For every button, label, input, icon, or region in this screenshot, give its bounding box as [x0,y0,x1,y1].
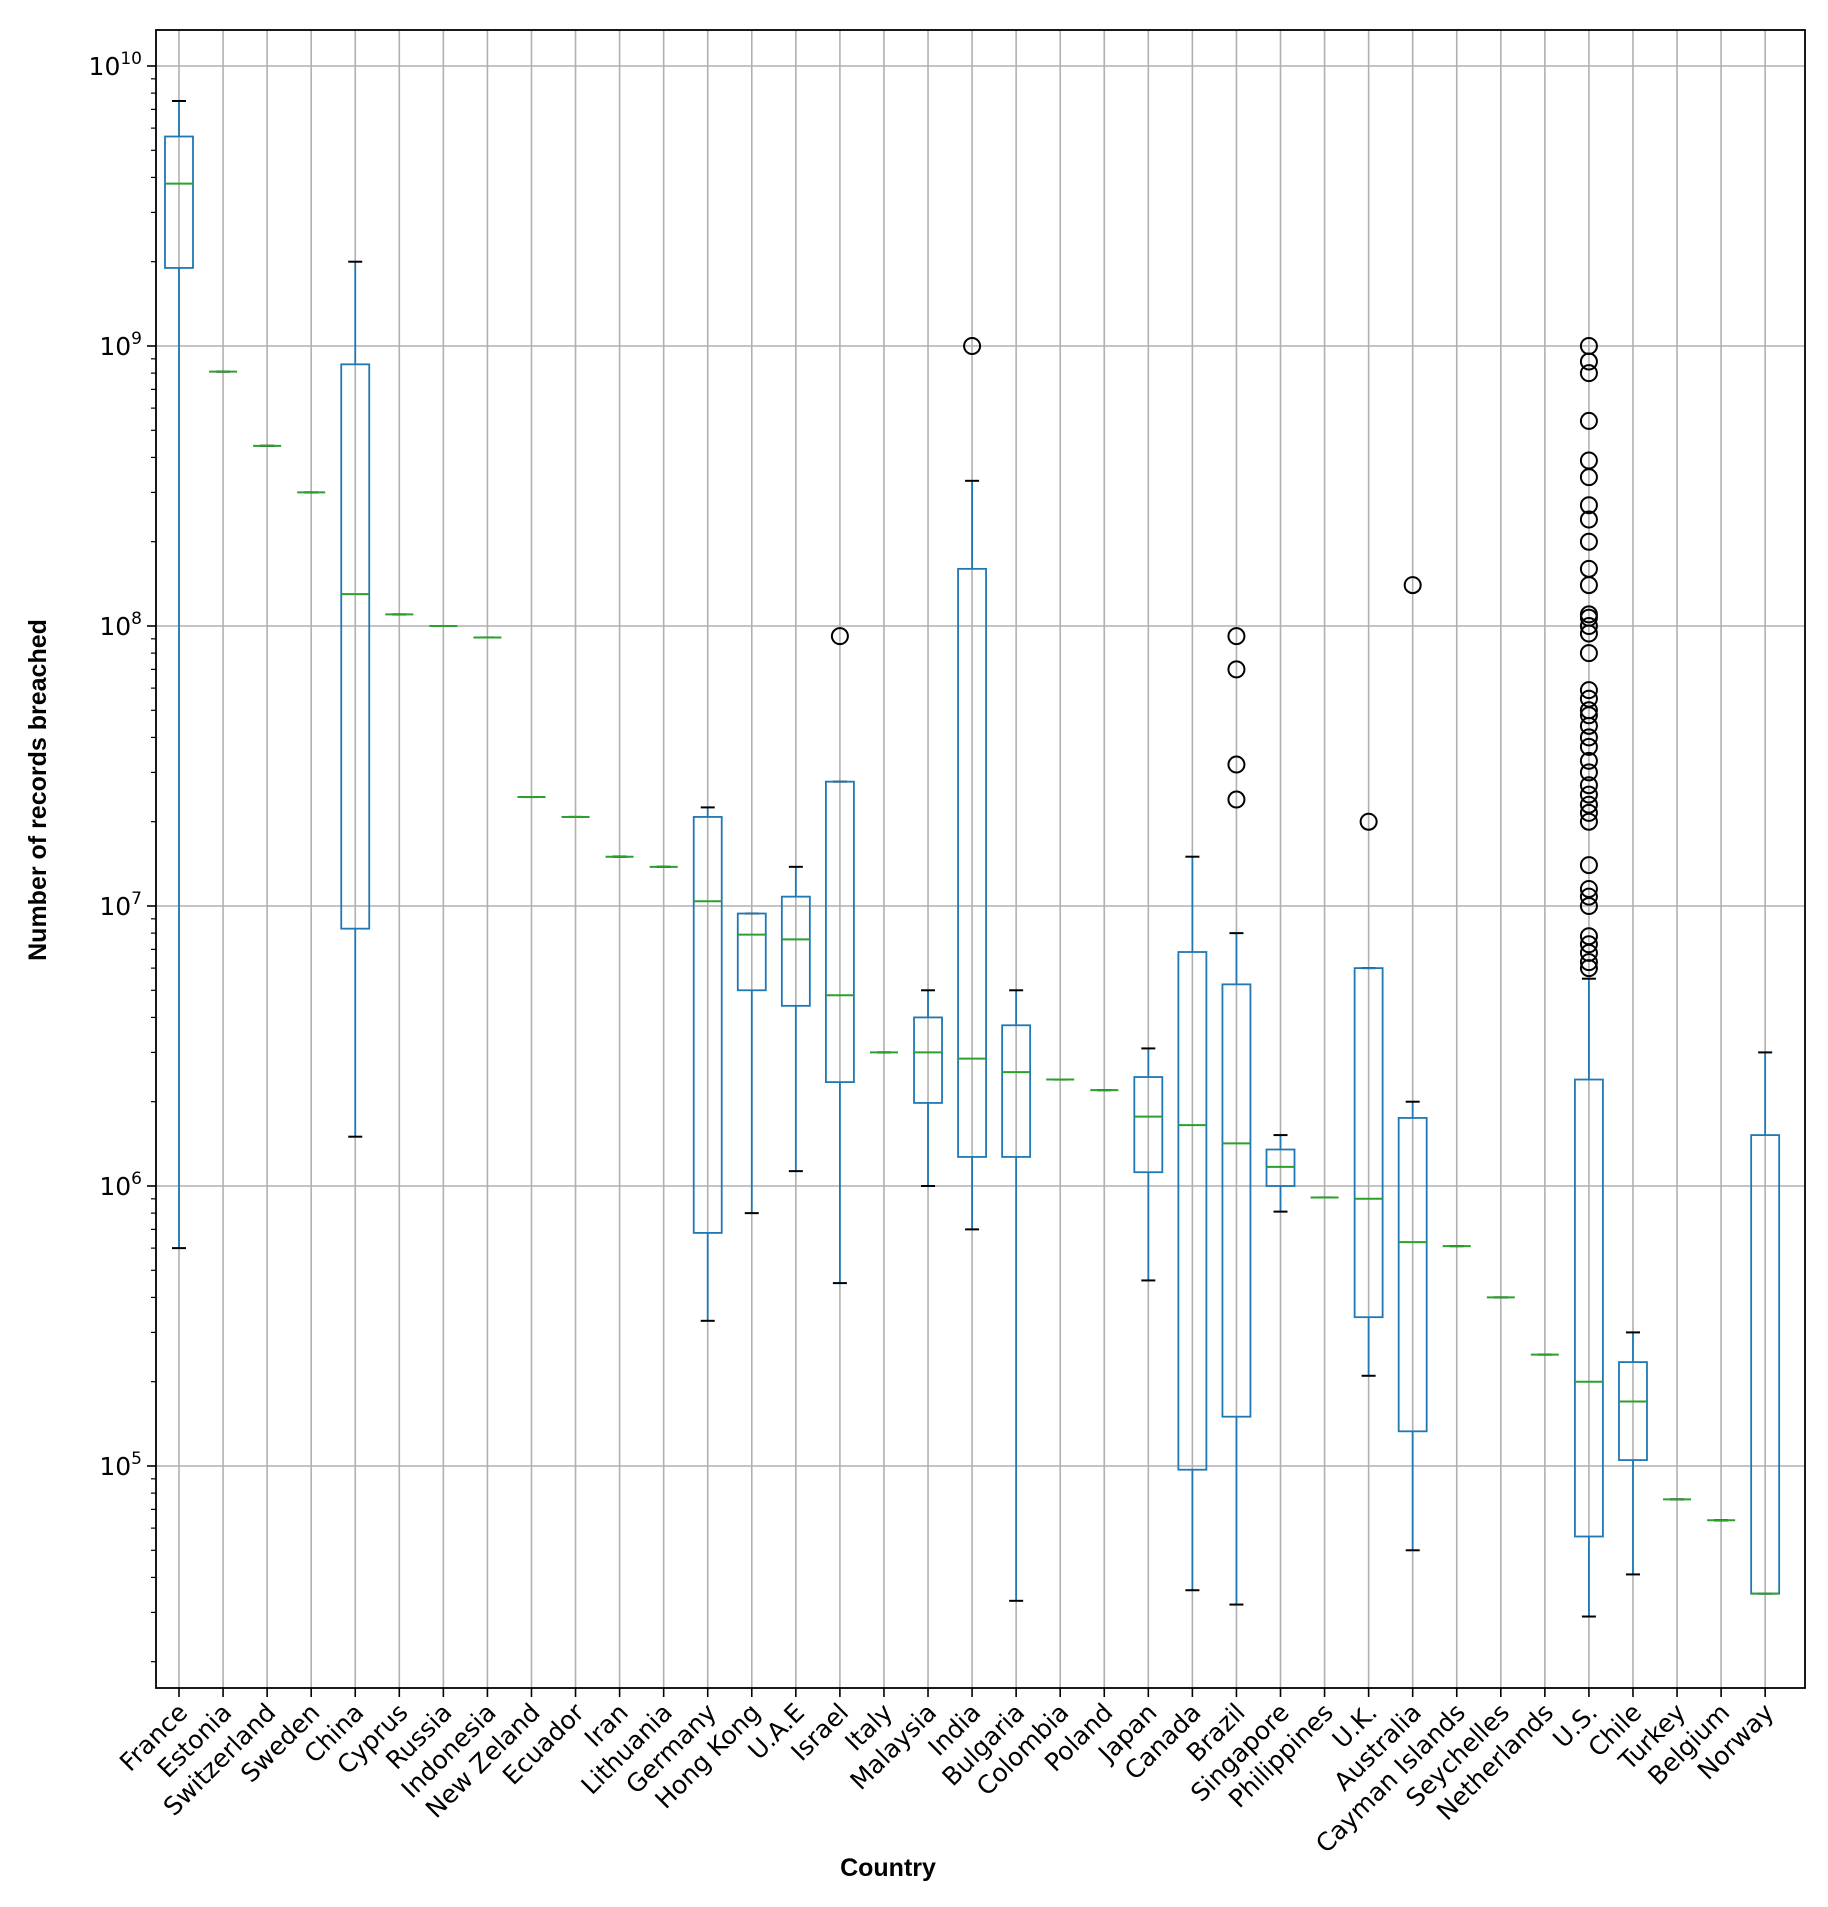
outlier-point [1579,617,1598,635]
outlier-point [1579,605,1598,624]
box-singapore [1265,1134,1296,1213]
box-germany [692,806,723,1322]
y-tick-label: 108 [99,609,142,641]
outlier-point [1579,644,1598,663]
y-tick-exponent: 9 [131,329,142,349]
outlier-point [1579,927,1598,946]
box-body [1133,1076,1164,1174]
outlier-point [1579,559,1598,578]
box-plots [164,99,1781,1618]
grid-lines [156,30,1805,1688]
y-tick-exponent: 5 [131,1449,142,1469]
outlier-point [1227,790,1246,809]
outlier-point [1403,576,1422,595]
box-body [1574,1078,1604,1538]
y-tick-label: 106 [99,1169,142,1201]
outlier-point [1579,763,1598,782]
box-malaysia [913,989,943,1187]
outlier-point [1579,737,1598,756]
outlier-point [1579,689,1598,708]
y-tick-exponent: 8 [131,609,142,629]
box-australia [1397,576,1428,1552]
box-body [1353,967,1384,1319]
y-tick-label: 107 [99,889,142,921]
box-body [736,912,767,992]
outlier-point [1227,755,1246,774]
y-tick-base: 10 [99,332,131,361]
box-body [340,363,371,930]
box-bulgaria [1001,989,1032,1602]
y-tick-exponent: 10 [120,49,142,69]
y-tick-exponent: 7 [131,889,142,909]
box-india [957,337,987,1231]
outlier-point [1579,953,1598,972]
box-canada [1177,855,1208,1592]
outlier-point [1579,681,1598,700]
box-china [340,260,371,1138]
outlier-point [1579,887,1598,906]
y-tick-label: 109 [99,329,142,361]
box-body [1397,1117,1428,1433]
y-tick-base: 10 [99,1172,131,1201]
outlier-point [1579,411,1598,430]
outlier-point [1579,701,1598,720]
box-norway [1750,1051,1781,1595]
box-body [1001,1024,1032,1158]
box-japan [1133,1047,1164,1282]
outlier-point [1579,532,1598,551]
outlier-point [1579,337,1598,355]
outlier-point [1579,728,1598,747]
outlier-point [1227,627,1246,646]
box-france [164,99,194,1250]
outlier-point [830,627,849,646]
outlier-point [1579,451,1598,470]
box-body [1618,1361,1648,1461]
box-israel [825,627,855,1285]
box-chile [1618,1331,1648,1576]
box-body [1221,983,1252,1418]
outlier-point [1579,751,1598,770]
outlier-point [1579,776,1598,795]
outlier-point [963,337,982,355]
box-body [957,567,987,1158]
box-u-s [1574,337,1604,1618]
y-tick-base: 10 [99,1452,131,1481]
outlier-point [1579,510,1598,529]
y-tick-label: 105 [99,1449,142,1481]
outlier-point [1579,803,1598,822]
outlier-point [1579,856,1598,875]
box-body [1177,951,1208,1471]
outlier-point [1579,364,1598,383]
box-body [780,895,811,1007]
outlier-point [1579,785,1598,804]
box-body [913,1016,943,1104]
outlier-point [1359,812,1378,831]
outlier-point [1579,496,1598,515]
y-tick-exponent: 6 [131,1169,142,1189]
box-body [825,780,855,1084]
box-u-a-e [780,865,811,1173]
y-tick-base: 10 [89,52,121,81]
box-body [164,135,194,269]
x-axis-ticks: FranceEstoniaSwitzerlandSwedenChinaCypru… [114,1688,1780,1859]
box-hong-kong [736,912,767,1215]
outlier-point [1579,935,1598,954]
x-axis-label: Country [840,1854,936,1882]
outlier-point [1579,880,1598,899]
box-u-k [1353,812,1384,1377]
outlier-point [1579,795,1598,814]
y-tick-base: 10 [99,892,131,921]
y-tick-label: 1010 [89,49,142,81]
box-brazil [1221,627,1252,1606]
outlier-point [1227,660,1246,679]
y-tick-base: 10 [99,612,131,641]
y-axis-label: Number of records breached [24,619,52,961]
plot-frame [155,29,1806,1689]
box-body [692,816,723,1234]
